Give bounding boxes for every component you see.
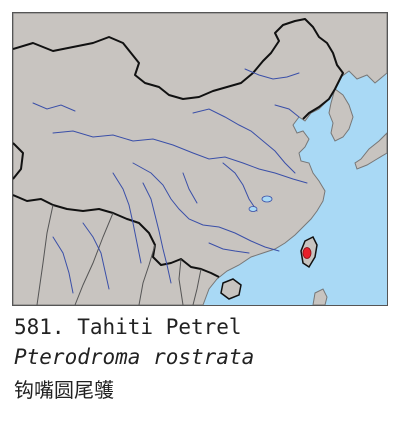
map-svg	[13, 13, 387, 305]
china-southwest-border	[13, 194, 220, 278]
mainland-landmass	[13, 13, 387, 305]
rivers	[32, 68, 308, 294]
taiwan-record-dot	[302, 247, 312, 259]
china-border	[13, 18, 344, 120]
indochina-borders	[36, 204, 202, 305]
lake-2	[248, 206, 258, 212]
species-number-label: 581. Tahiti Petrel	[14, 315, 242, 339]
china-west-border	[13, 142, 24, 180]
japan-islands	[354, 132, 387, 170]
korea-peninsula	[328, 88, 354, 142]
hainan-island	[220, 278, 242, 300]
philippines	[312, 288, 328, 305]
distribution-map	[12, 12, 388, 306]
species-scientific-name: Pterodroma rostrata	[14, 345, 255, 369]
lake-1	[261, 195, 273, 203]
species-chinese-name: 钩嘴圆尾鹱	[14, 378, 114, 402]
